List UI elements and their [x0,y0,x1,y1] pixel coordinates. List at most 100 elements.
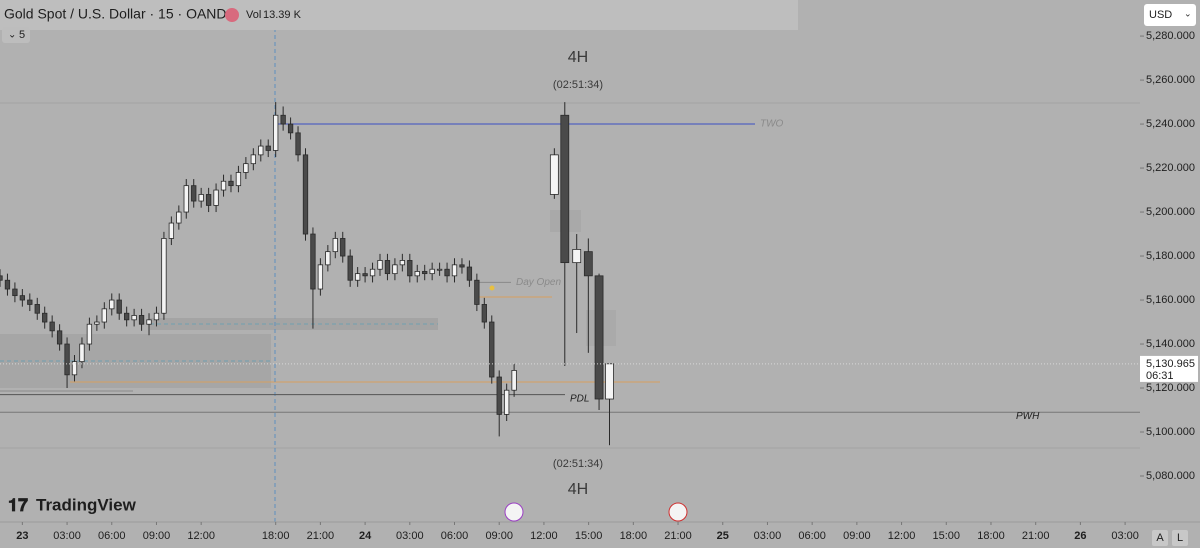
scale-button[interactable] [1152,530,1168,546]
candle-body [0,275,3,281]
collapsed-count: 5 [19,29,25,41]
candle-body [56,330,63,345]
candle-body [549,154,559,195]
volume-label: Vol [246,9,261,21]
x-tick-label: 03:00 [1111,530,1139,542]
candle-body [489,321,495,378]
x-tick-label: 12:00 [187,530,215,542]
x-tick-label: 26 [1074,530,1086,542]
candle-body [347,255,353,281]
candle-body [474,279,480,305]
x-tick-label: 18:00 [262,530,290,542]
candle-body [302,154,309,235]
x-tick-label: 23 [16,530,28,542]
x-tick-label: 03:00 [53,530,81,542]
candle-body [444,268,450,277]
candle-body [377,260,383,270]
candle-body [4,279,11,290]
x-tick-label: 21:00 [1022,530,1050,542]
candle-body [205,194,212,206]
candle-body [511,370,517,391]
x-tick-label: 25 [717,530,729,542]
candle-body [399,260,406,266]
plot: TWO Day Open PDL PWH [0,102,1140,446]
candle-body [583,251,593,277]
candle-body [116,299,122,314]
x-tick-label: 03:00 [396,530,424,542]
chevron: ⌄ [1184,8,1192,18]
event-icon[interactable] [504,502,524,522]
brand: TradingView [36,495,137,514]
brand-logo: 𝟏𝟕 [8,495,28,515]
volume-value: 13.39 K [263,9,302,21]
candle-body [191,185,197,202]
event-icon[interactable] [668,502,688,522]
currency-select[interactable] [1144,4,1196,26]
candle-body [605,363,614,400]
candle-body [42,312,48,323]
time-axis [0,522,1140,548]
chevron: ⌄ [8,30,16,41]
candle-body [124,312,130,321]
candle-body [414,271,420,277]
last-price-label: 5,130.965 [1146,358,1195,370]
currency: USD [1149,9,1172,21]
candle-body [12,288,18,297]
htf-label: 4H [568,481,588,498]
x-tick-label: 15:00 [575,530,603,542]
y-tick-label: 5,240.000 [1146,118,1195,130]
candle-body [332,238,338,253]
candle-body [101,308,107,323]
candle-body [27,299,33,305]
candle-body [34,304,40,314]
candle-body [64,343,70,376]
collapse-button[interactable] [2,27,30,43]
candle-body [369,268,376,277]
x-tick-label: 09:00 [843,530,871,542]
y-tick-label: 5,260.000 [1146,74,1195,86]
candle-body [168,222,175,239]
candle-body [295,132,301,156]
x-tick-label: 03:00 [754,530,782,542]
scale-button-label: L [1177,532,1183,544]
candle-body [138,315,145,325]
candle-body [429,268,435,275]
candle-body [109,299,115,310]
last-price-box [1140,355,1198,382]
candle-body [213,189,219,206]
candle-body [466,266,473,281]
level-label: TWO [760,119,784,130]
candle-body [287,123,294,134]
candle-body [86,323,93,345]
x-tick-label: 09:00 [485,530,513,542]
level-label: PWH [1016,411,1040,422]
candle-body [250,154,256,165]
level-label: Day Open [516,277,561,288]
candle-body [407,260,413,277]
candle-body [79,343,85,363]
candle-body [325,251,331,266]
htf-timer: (02:51:34) [553,458,603,470]
candle-body [161,238,167,314]
candle-body [560,114,570,264]
y-tick-label: 5,120.000 [1146,382,1195,394]
scale-button[interactable] [1172,530,1188,546]
candle-body [451,264,458,277]
level-label: PDL [570,393,589,404]
candle-body [258,145,264,156]
x-tick-label: 12:00 [888,530,916,542]
candle-body [481,304,487,323]
header-bar [0,0,798,30]
candle-body [436,268,443,271]
candle-body [19,295,26,301]
scale-button-label: A [1156,532,1164,544]
candle-body [273,114,279,151]
candle-body [265,145,271,151]
marker [489,285,495,291]
candle-body [183,185,189,213]
candle-body [280,114,286,125]
candle-body [153,312,160,321]
